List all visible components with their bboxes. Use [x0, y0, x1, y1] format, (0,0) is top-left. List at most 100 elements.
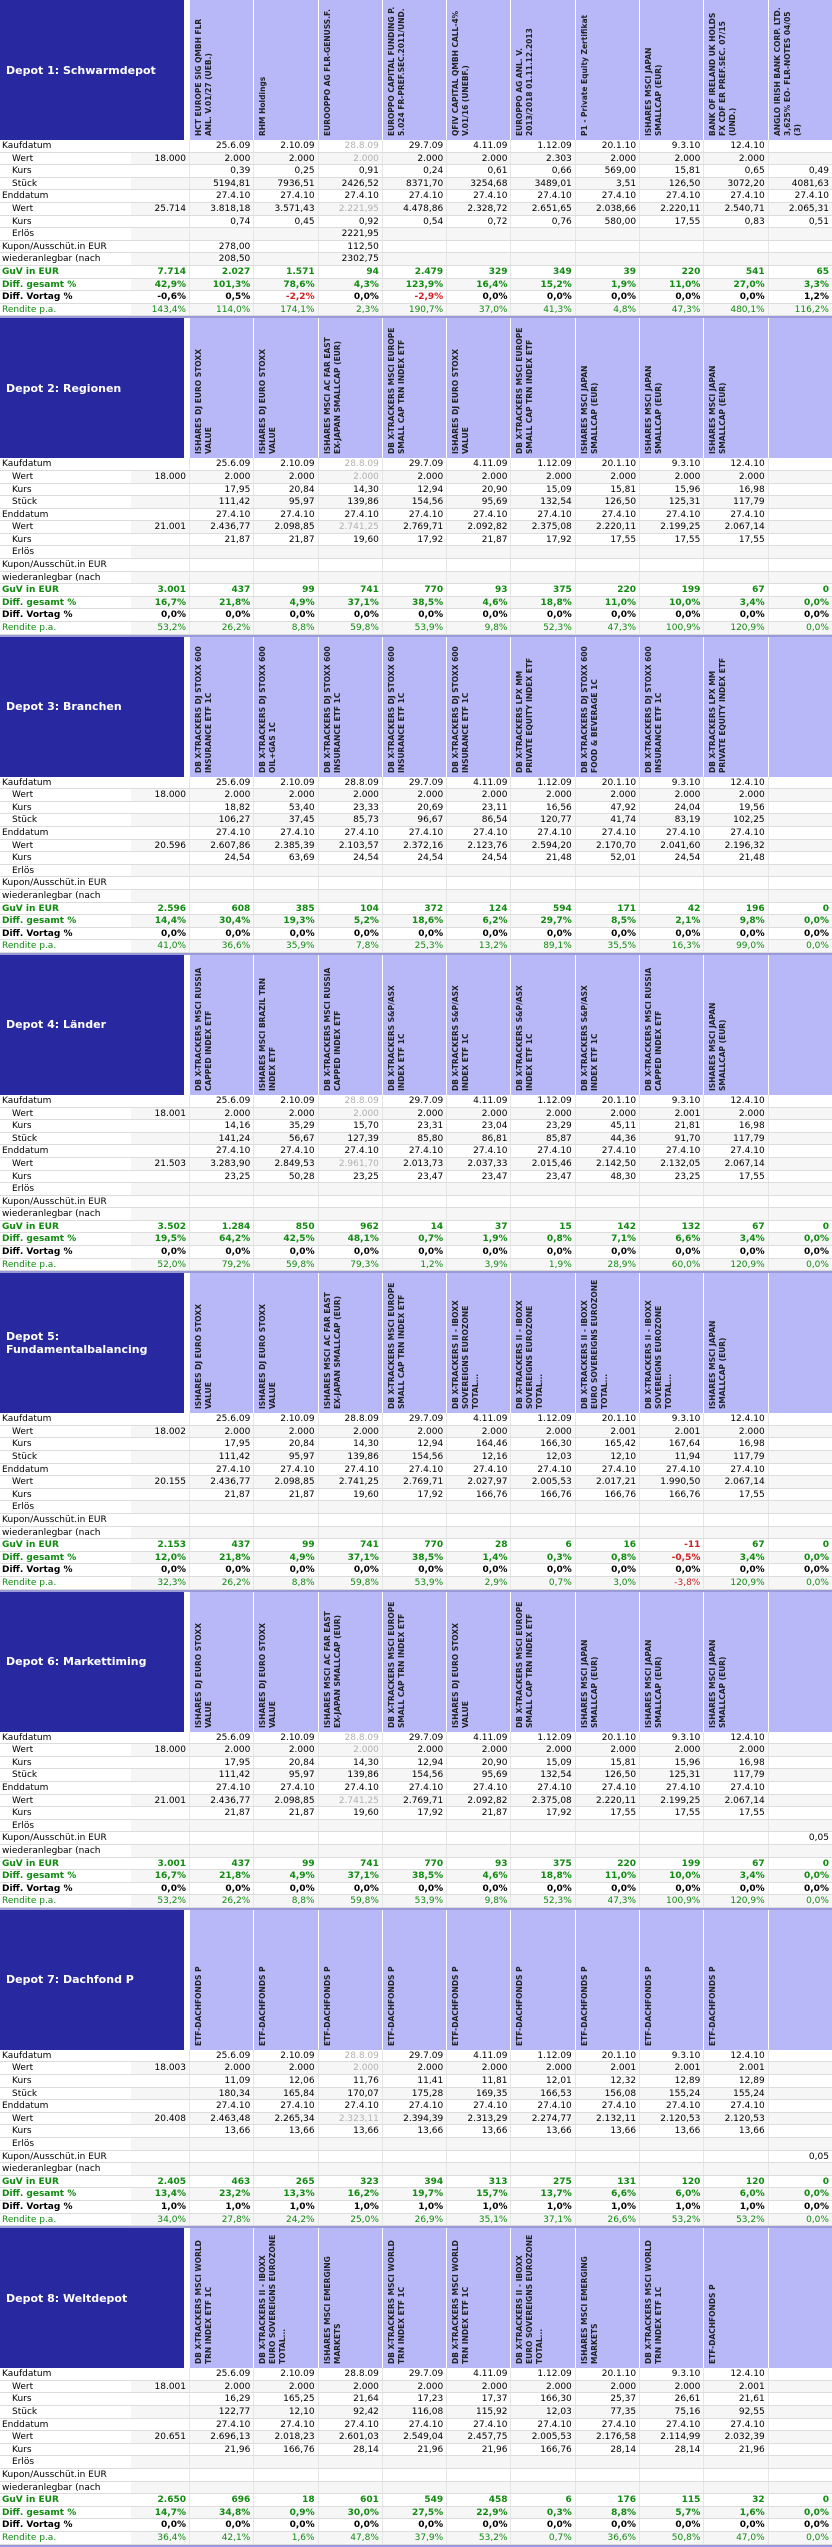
table-cell: 2.000 [189, 2380, 254, 2393]
table-cell: 2.000 [381, 2380, 447, 2393]
table-cell [189, 2163, 254, 2175]
table-cell: 28.8.09 [317, 2049, 382, 2062]
table-cell [510, 1844, 575, 1857]
table-cell: 28,9% [574, 1258, 640, 1271]
table-cell: 167,64 [639, 1438, 703, 1451]
table-cell: 156,08 [574, 2087, 640, 2100]
table-cell [767, 1120, 832, 1132]
table-cell: 17,37 [446, 2393, 510, 2405]
table-cell [767, 1157, 832, 1170]
table-cell: 741 [317, 1539, 382, 1551]
table-row: Rendite p.a. 53,2% 26,2% 8,8% 59,8% 53,9% 9,8%… [0, 622, 832, 635]
table-row: Enddatum 27.4.10 27.4.10 27.4.10 27.4.10 27.4… [0, 2100, 832, 2113]
table-row: Wert 18.000 2.000 2.000 2.000 2.000 2.000 2.000… [0, 789, 832, 802]
table-cell: 2.132,05 [639, 1157, 704, 1170]
table-cell [510, 1526, 575, 1539]
table-cell: 770 [381, 584, 446, 596]
table-cell [189, 2468, 253, 2481]
table-cell: 6,0% [703, 2188, 768, 2200]
table-row: Kupon/Ausschüt.in EUR 278,00 112,50 [0, 240, 832, 254]
column-header: ISHARES MSCI AC FAR EAST EX-JAPAN SMALLC… [317, 1273, 382, 1414]
table-cell: 2.436,77 [189, 521, 254, 533]
row-total [131, 1782, 189, 1794]
table-cell: 1.571 [253, 265, 317, 278]
table-cell: 13,66 [639, 2125, 703, 2138]
table-cell: 2.000 [510, 470, 575, 483]
table-cell: 2.000 [317, 2380, 382, 2393]
table-row: Stück 106,27 37,45 85,73 96,67 86,54 120,77 41,… [0, 814, 832, 827]
table-cell: 21,61 [703, 2393, 767, 2405]
table-cell: 2.741,25 [317, 521, 382, 533]
table-cell: 0,0% [703, 2519, 767, 2531]
table-cell: 132,54 [510, 496, 575, 508]
table-cell [189, 2456, 254, 2468]
table-cell: 0,61 [446, 165, 510, 177]
table-cell: 27.4.10 [574, 2100, 639, 2112]
table-cell: 2.607,86 [189, 839, 254, 852]
table-cell [189, 877, 253, 889]
row-label: GuV in EUR [2, 1540, 59, 1551]
table-cell: 20.1.10 [574, 776, 639, 789]
table-cell: 67 [703, 1857, 767, 1870]
row-label: Erlös [12, 1820, 35, 1831]
table-cell [767, 1438, 832, 1451]
table-cell: 2.001 [574, 1425, 640, 1438]
row-label: wiederanlegbar (nach [2, 890, 101, 901]
table-cell [639, 2456, 704, 2468]
row-label: Diff. Vortag % [2, 610, 73, 621]
table-cell: 25.6.09 [189, 2368, 253, 2380]
table-cell: 27.4.10 [253, 190, 317, 202]
row-label: Kaufdatum [2, 141, 52, 151]
row-total [131, 2419, 189, 2431]
table-cell: 3,4% [703, 1870, 768, 1882]
table-cell: 0,54 [381, 215, 446, 228]
column-header-label: DB X-TRACKERS S&P/ASX INDEX ETF 1C [386, 985, 406, 1091]
table-row: Kurs 17,95 20,84 14,30 12,94 20,90 15,09 15,81 1… [0, 1756, 832, 1770]
table-cell [381, 1183, 447, 1195]
table-cell: 16,2% [317, 2188, 382, 2200]
column-header-label: ISHARES MSCI JAPAN SMALLCAP (EUR) [579, 365, 599, 455]
table-cell: 2.323,11 [317, 2112, 382, 2125]
table-cell: 24,54 [381, 852, 446, 864]
row-total [131, 2163, 189, 2175]
table-row: Kurs 0,39 0,25 0,91 0,24 0,61 0,66 569,00 15,81 0… [0, 165, 832, 178]
row-total [131, 2444, 189, 2456]
table-cell: 27.4.10 [510, 508, 574, 521]
table-cell [767, 1819, 832, 1832]
table-cell: 15,2% [510, 278, 575, 291]
column-header: DB X-TRACKERS MSCI WORLD TRN INDEX ETF 1… [189, 2228, 253, 2369]
table-cell: 115,92 [446, 2405, 511, 2418]
table-cell: 13,66 [510, 2125, 574, 2138]
row-label: Wert [12, 2381, 34, 2392]
table-cell: 21,87 [189, 1807, 253, 1819]
row-total: 18.000 [131, 470, 189, 483]
row-total [131, 484, 189, 496]
row-label: Rendite p.a. [2, 1577, 57, 1588]
table-cell: 27.4.10 [446, 508, 510, 521]
column-header-label: DB X-TRACKERS II - IBOXX SOVEREIGNS EURO… [644, 1300, 674, 1410]
table-cell: 7936,51 [253, 177, 318, 190]
table-cell [767, 1744, 832, 1756]
table-cell [767, 2405, 832, 2418]
table-row: Rendite p.a. 53,2% 26,2% 8,8% 59,8% 53,9% 9,8%… [0, 1895, 832, 1908]
table-cell: 0,91 [317, 165, 382, 177]
row-total: 42,9% [131, 278, 189, 291]
table-cell: 12.4.10 [703, 1413, 767, 1425]
table-cell: 38,5% [381, 1870, 447, 1882]
table-cell: 0,0% [317, 1564, 382, 1576]
table-cell: 83,19 [639, 814, 704, 826]
table-cell: 2.000 [317, 789, 382, 801]
table-cell [639, 228, 704, 240]
table-cell: 132 [639, 1220, 703, 1233]
table-cell: 34,8% [189, 2506, 254, 2519]
table-row: Kaufdatum 25.6.09 2.10.09 28.8.09 29.7.09 4.1… [0, 458, 832, 471]
column-header: DB X-TRACKERS DJ STOXX 600 INSURANCE ETF… [317, 636, 382, 777]
table-cell: 4081,63 [767, 177, 832, 190]
table-cell: 1,0% [510, 2201, 574, 2213]
table-cell: 180,34 [189, 2087, 254, 2100]
table-cell: 0,0% [639, 1882, 703, 1895]
table-cell: 94 [317, 265, 382, 278]
row-label: Enddatum [2, 191, 49, 202]
table-cell [253, 1819, 318, 1832]
table-cell: 27.4.10 [446, 1463, 510, 1476]
